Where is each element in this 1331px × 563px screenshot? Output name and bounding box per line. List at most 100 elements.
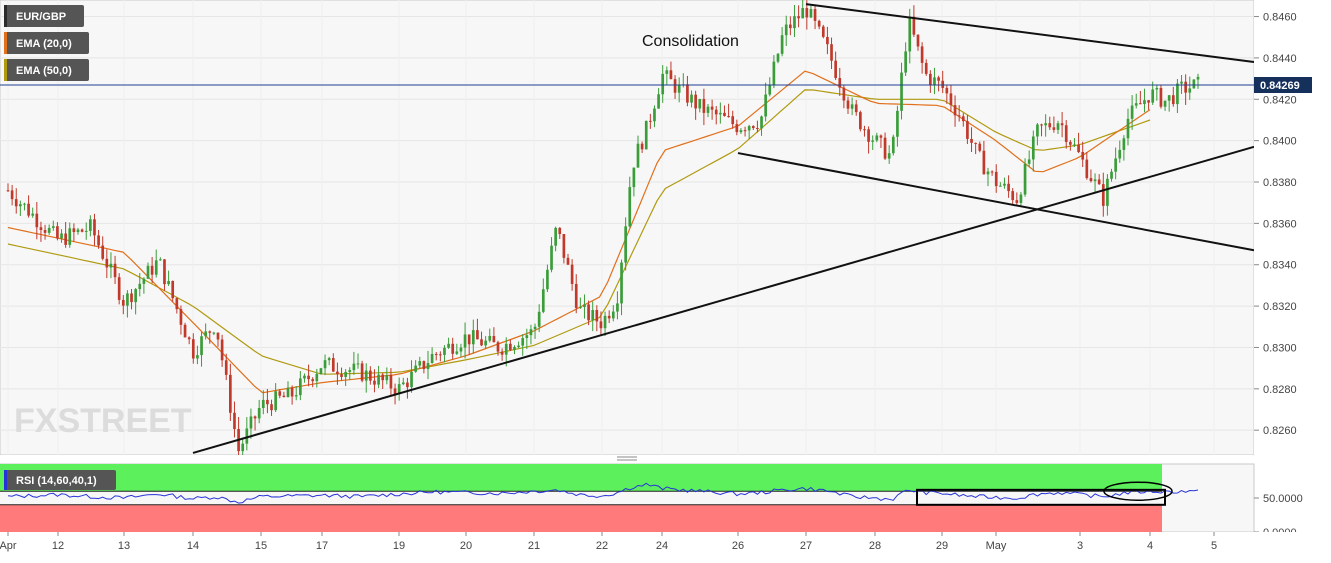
candle-54 [229,363,232,422]
candle-71 [299,370,302,401]
candle-255 [1056,120,1060,135]
legend-label-0: EUR/GBP [16,11,66,23]
candle-90 [377,365,380,389]
candle-171 [710,99,714,120]
candle-234 [970,127,973,152]
candle-214 [887,145,891,164]
candle-14 [64,222,67,248]
time-tick-label-5: 17 [316,540,328,552]
candle-267 [1106,174,1109,216]
candle-139 [579,297,582,309]
candle-282 [1167,94,1171,112]
candle-163 [677,77,681,103]
candle-21 [93,213,96,246]
candle-175 [727,103,730,118]
candle-48 [204,323,207,340]
time-tick-label-18: 5 [1211,540,1217,552]
candle-34 [146,262,150,279]
candle-206 [854,100,858,116]
candle-60 [253,415,257,431]
candle-261 [1081,141,1085,168]
candle-123 [513,345,516,355]
candle-173 [719,102,722,124]
candle-114 [476,318,479,340]
legend-item-2[interactable]: EMA (50,0) [4,59,89,81]
time-tick-label-10: 24 [656,540,668,552]
candle-179 [743,126,747,137]
candle-88 [369,366,372,385]
candle-9 [43,224,47,240]
candle-15 [68,222,72,248]
candle-101 [422,360,426,374]
last-price-tag: 0.84269 [1254,77,1312,94]
candle-132 [550,237,553,273]
candle-242 [1003,177,1006,189]
candle-138 [574,274,578,314]
price-axis-ticks: 0.8460 0.8440 0.8420 0.8400 0.8380 0.8360 0.83… [1254,12,1297,437]
rsi-overbought-zone [0,464,1162,492]
candle-237 [982,140,986,175]
candle-162 [673,75,677,99]
candle-46 [196,345,199,365]
candle-69 [290,385,294,405]
candle-104 [434,352,438,361]
rsi-neutral-zone [0,491,1162,505]
legend-label-1: EMA (20,0) [16,38,72,50]
candle-1 [10,184,14,206]
candle-153 [636,135,640,168]
candle-7 [35,202,39,240]
time-tick-label-0: Apr [0,540,17,552]
candle-216 [896,105,899,147]
candle-49 [208,330,212,344]
candle-155 [644,120,648,150]
candle-227 [941,70,945,94]
candle-184 [764,82,767,122]
watermark: FXSTREET [14,402,192,440]
candle-105 [439,351,442,362]
candle-35 [150,257,154,284]
candle-98 [410,360,413,393]
candle-61 [257,399,261,424]
candle-17 [76,227,80,235]
candle-8 [39,221,43,242]
candle-75 [315,368,319,388]
candle-202 [838,67,842,96]
candle-53 [224,353,228,381]
panel-splitter[interactable] [0,455,1254,464]
legend-item-0[interactable]: EUR/GBP [4,5,84,27]
candle-113 [471,319,475,354]
candle-78 [327,356,331,366]
candle-120 [500,348,504,361]
price-tick-label-7: 0.8320 [1263,301,1297,313]
candle-133 [554,226,557,252]
candle-287 [1188,76,1192,100]
candle-248 [1027,150,1031,168]
candle-280 [1159,85,1163,109]
candle-223 [924,59,928,76]
candle-143 [595,305,599,332]
candle-135 [562,234,566,264]
candle-243 [1007,175,1010,198]
price-tick-label-1: 0.8440 [1263,53,1297,65]
candle-150 [624,217,627,271]
candle-77 [323,354,327,376]
candle-254 [1052,116,1056,133]
candle-157 [653,105,656,128]
candle-26 [113,255,117,285]
candle-103 [430,347,434,364]
candle-84 [352,351,356,375]
candle-271 [1122,135,1126,161]
candle-76 [319,367,323,375]
candle-24 [105,249,109,279]
candle-79 [331,353,335,372]
candle-44 [187,336,191,345]
candle-129 [537,304,541,333]
legend-item-1[interactable]: EMA (20,0) [4,32,89,54]
candle-246 [1019,191,1023,207]
candle-65 [274,383,277,413]
candle-6 [31,207,35,218]
candle-231 [957,105,961,122]
candle-3 [19,200,22,216]
candle-177 [735,119,739,136]
candle-4 [23,202,26,211]
